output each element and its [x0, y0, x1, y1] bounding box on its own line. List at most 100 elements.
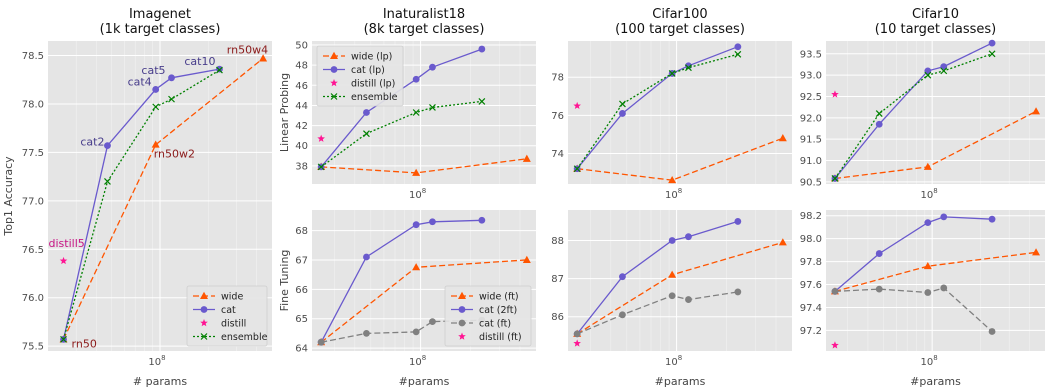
data-point — [216, 66, 223, 74]
data-point — [988, 50, 996, 58]
legend-label: distill (lp) — [351, 79, 395, 90]
legend-marker — [330, 51, 338, 59]
legend-marker — [330, 66, 338, 73]
legend: wide cat distill ensemble — [186, 285, 268, 347]
chart-title-line: (10 target classes) — [875, 22, 997, 37]
y-tick-label: 90.5 — [800, 177, 822, 188]
x-tick-base: 10 — [409, 357, 422, 368]
y-axis-label: Linear Probing — [278, 73, 291, 152]
grid — [312, 41, 536, 184]
data-point — [478, 216, 486, 224]
y-tick-label: 87 — [551, 274, 564, 285]
point-annotation: rn50w2 — [154, 148, 195, 161]
point-annotation: cat5 — [141, 64, 165, 77]
chart-title-line: Imagenet — [129, 7, 191, 22]
chart-title-line: (100 target classes) — [615, 22, 745, 37]
x-axis-label: # params — [133, 375, 187, 388]
data-point — [734, 288, 742, 296]
y-tick-label: 74 — [551, 149, 564, 160]
x-axis-label: #params — [910, 375, 961, 388]
legend-marker — [458, 291, 466, 299]
series-line — [62, 57, 264, 340]
x-tick-exp: 8 — [678, 187, 682, 195]
data-point — [151, 140, 160, 148]
data-point — [685, 64, 692, 72]
data-point — [988, 328, 996, 335]
data-point — [104, 178, 111, 185]
legend-marker — [200, 306, 208, 313]
series-ensemble — [831, 50, 996, 182]
data-point — [831, 341, 839, 349]
data-point — [734, 50, 742, 58]
series-ensemble — [573, 50, 742, 173]
data-point — [1032, 107, 1041, 115]
data-point — [478, 45, 486, 53]
y-tick-label: 76 — [551, 111, 564, 122]
y-tick-label: 91.5 — [800, 135, 822, 146]
data-point — [668, 237, 676, 244]
y-tick-label: 77.0 — [22, 196, 44, 207]
data-point — [168, 74, 175, 82]
legend-marker — [200, 333, 208, 340]
chart-title-line: (1k target classes) — [100, 22, 221, 37]
data-point — [573, 165, 581, 173]
x-axis-label: #params — [655, 375, 706, 388]
data-point — [734, 43, 742, 51]
data-point — [573, 330, 581, 338]
data-point — [317, 338, 325, 346]
data-point — [940, 213, 948, 221]
legend-marker — [330, 79, 338, 87]
y-tick-label: 97.6 — [800, 280, 822, 291]
data-point — [668, 292, 676, 300]
data-point — [429, 318, 436, 326]
data-point — [778, 238, 787, 246]
data-point — [734, 218, 742, 225]
data-point — [619, 273, 626, 281]
data-point — [924, 71, 932, 79]
data-point — [363, 130, 370, 138]
data-point — [412, 168, 421, 176]
y-tick-label: 67 — [295, 255, 308, 266]
y-tick-label: 86 — [551, 312, 564, 323]
data-point — [216, 65, 223, 73]
data-point — [429, 218, 436, 226]
series-distill — [573, 101, 581, 110]
legend-label: cat (2ft) — [479, 305, 517, 316]
legend-marker — [458, 306, 466, 313]
data-point — [685, 233, 692, 241]
point-annotation: cat2 — [80, 136, 104, 149]
series-line — [834, 251, 1037, 293]
legend-marker — [330, 93, 338, 100]
legend-label: wide (ft) — [479, 292, 519, 303]
data-point — [619, 311, 626, 319]
grid — [826, 41, 1045, 184]
data-point — [429, 104, 436, 111]
data-point — [924, 219, 932, 227]
data-point — [573, 339, 581, 347]
x-tick-base: 10 — [409, 190, 422, 201]
data-point — [412, 75, 420, 83]
data-point — [668, 270, 677, 278]
y-tick-label: 44 — [295, 101, 308, 112]
series-distill (lp) — [317, 134, 325, 142]
data-point — [940, 284, 948, 292]
data-point — [152, 86, 160, 93]
y-tick-label: 76.0 — [22, 293, 44, 304]
chart-cifar100_lp: 74 76 78 108 — [551, 41, 792, 201]
y-tick-label: 78.5 — [22, 51, 44, 62]
x-tick-label: 108 — [665, 187, 682, 201]
data-point — [668, 69, 676, 77]
legend-marker — [458, 332, 466, 340]
point-annotation: cat4 — [128, 75, 152, 88]
legend-label: distill (ft) — [479, 332, 522, 343]
x-tick-exp: 8 — [422, 354, 426, 362]
point-annotation: rn50 — [72, 337, 97, 350]
data-point — [104, 142, 111, 150]
data-point — [59, 256, 68, 265]
legend: wide (ft) cat (2ft) cat (ft) distill (ft) — [444, 285, 532, 347]
data-point — [831, 287, 839, 295]
x-tick-exp: 8 — [161, 354, 165, 362]
y-tick-label: 75.5 — [22, 342, 44, 353]
y-tick-label: 64 — [295, 344, 308, 355]
